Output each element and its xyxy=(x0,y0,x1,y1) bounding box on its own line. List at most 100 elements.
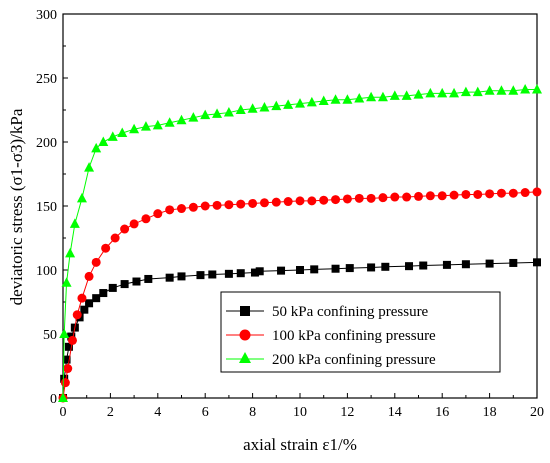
data-point xyxy=(307,196,317,206)
data-point xyxy=(107,131,118,141)
data-point xyxy=(250,268,259,277)
data-point xyxy=(413,89,424,99)
data-point xyxy=(306,96,317,107)
series-layer xyxy=(58,84,542,403)
series-line xyxy=(62,191,538,399)
y-tick-label: 100 xyxy=(36,264,57,279)
data-point xyxy=(248,198,258,208)
data-point xyxy=(110,233,120,243)
data-point xyxy=(236,199,246,209)
data-point xyxy=(92,294,101,303)
data-point xyxy=(520,188,530,198)
data-point xyxy=(141,214,151,224)
x-tick-label: 14 xyxy=(388,405,402,420)
data-point xyxy=(65,247,76,258)
legend-item-200kpa: 200 kPa confining pressure xyxy=(226,352,436,368)
data-point xyxy=(437,87,448,98)
data-point xyxy=(129,123,140,134)
data-point xyxy=(58,392,68,402)
data-point xyxy=(330,94,341,104)
data-point xyxy=(296,266,304,274)
data-point xyxy=(496,85,507,95)
data-point xyxy=(259,198,269,208)
data-point xyxy=(331,264,340,273)
legend: 50 kPa confining pressure 100 kPa confin… xyxy=(220,291,501,373)
data-point xyxy=(235,104,246,114)
data-point xyxy=(449,87,460,98)
data-point xyxy=(80,305,89,314)
data-point xyxy=(153,209,163,219)
data-point xyxy=(72,310,82,320)
data-point xyxy=(342,194,352,204)
data-point xyxy=(223,107,234,117)
data-point xyxy=(377,91,388,102)
data-point xyxy=(533,258,541,267)
y-axis-title: deviatoric stress (σ1-σ3)/kPa xyxy=(7,108,26,305)
x-tick-label: 12 xyxy=(340,405,354,420)
data-point xyxy=(224,269,233,278)
data-point xyxy=(485,189,495,199)
data-point xyxy=(331,195,341,205)
data-point xyxy=(255,267,264,276)
data-point xyxy=(283,99,294,109)
data-point xyxy=(405,262,414,271)
data-point xyxy=(318,95,329,106)
data-point xyxy=(62,355,71,364)
legend-item-50kpa: 50 kPa confining pressure xyxy=(226,304,429,320)
data-point xyxy=(165,273,174,282)
data-point xyxy=(310,265,319,274)
data-point xyxy=(319,195,329,205)
data-point xyxy=(414,191,423,201)
data-point xyxy=(277,266,286,275)
data-point xyxy=(77,293,87,303)
data-point xyxy=(144,274,153,283)
data-point xyxy=(508,85,519,95)
data-point xyxy=(64,342,73,351)
data-point xyxy=(401,90,412,100)
data-point xyxy=(177,272,186,281)
data-point xyxy=(367,263,376,272)
data-point xyxy=(69,218,80,228)
data-point xyxy=(509,258,518,267)
data-point xyxy=(442,260,451,269)
data-point xyxy=(354,193,364,203)
x-tick-label: 18 xyxy=(483,405,497,420)
x-tick-label: 2 xyxy=(107,405,114,420)
data-point xyxy=(425,87,436,98)
data-point xyxy=(212,200,222,210)
data-point xyxy=(85,299,94,308)
data-point xyxy=(152,119,163,130)
data-point xyxy=(461,260,470,269)
data-point xyxy=(354,92,365,103)
data-point xyxy=(419,261,428,270)
data-point xyxy=(485,259,494,268)
data-point xyxy=(99,289,108,298)
data-point xyxy=(295,196,305,206)
data-point xyxy=(378,193,388,203)
y-tick-label: 300 xyxy=(36,8,57,23)
data-point xyxy=(425,191,435,201)
legend-label: 100 kPa confining pressure xyxy=(272,328,436,344)
data-point xyxy=(108,283,117,292)
legend-marker-square xyxy=(240,306,250,316)
data-point xyxy=(520,84,531,94)
legend-label: 50 kPa confining pressure xyxy=(272,304,429,320)
data-point xyxy=(437,191,447,201)
data-point xyxy=(84,271,94,281)
x-tick-label: 10 xyxy=(293,405,307,420)
data-point xyxy=(271,100,282,111)
data-point xyxy=(342,94,353,104)
x-tick-label: 16 xyxy=(435,405,449,420)
data-point xyxy=(120,224,130,234)
data-point xyxy=(120,280,129,289)
data-point xyxy=(224,200,234,210)
data-point xyxy=(196,271,205,280)
x-tick-label: 8 xyxy=(249,405,256,420)
data-point xyxy=(98,136,109,146)
data-point xyxy=(508,188,518,198)
data-point xyxy=(140,121,151,131)
data-point xyxy=(188,112,199,122)
legend-item-100kpa: 100 kPa confining pressure xyxy=(226,328,436,344)
legend-label: 200 kPa confining pressure xyxy=(272,352,436,368)
